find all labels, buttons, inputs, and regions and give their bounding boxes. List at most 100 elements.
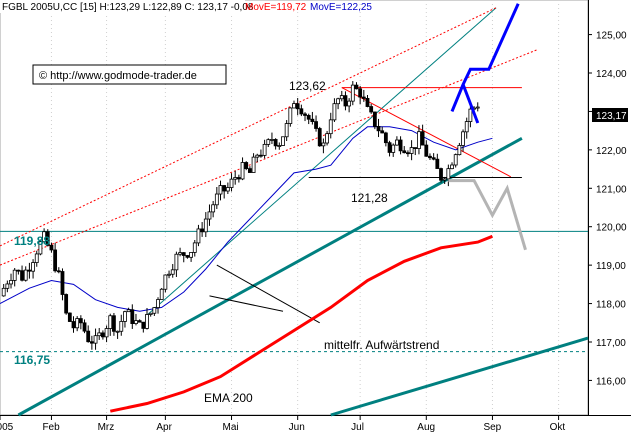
candle-body — [159, 288, 164, 300]
candle-body — [332, 103, 337, 121]
candle-body — [325, 133, 329, 144]
candle-body — [292, 103, 296, 109]
price-tick-label: 117,00 — [596, 338, 626, 349]
candle-body — [358, 88, 363, 98]
moving-average-line — [109, 234, 493, 413]
candle-body — [461, 131, 465, 146]
candle-body — [225, 187, 230, 192]
watermark-box — [32, 64, 227, 85]
candle-body — [134, 320, 138, 324]
price-tick-label: 121,00 — [596, 184, 627, 195]
candle-body — [152, 307, 157, 314]
candle-body — [394, 139, 399, 146]
candle-body — [42, 231, 46, 243]
candle-body — [108, 315, 113, 329]
time-tick-label: Jun — [289, 422, 305, 433]
candle-body — [119, 321, 124, 332]
candle-body — [93, 335, 98, 344]
candle-body — [27, 269, 32, 272]
candle-body — [82, 322, 87, 332]
trendline-pointer-1 — [216, 264, 320, 324]
high-point-label: 123,62 — [289, 79, 326, 93]
candle-body — [339, 95, 344, 100]
candle-body — [350, 84, 355, 102]
ema200-annotation: EMA 200 — [204, 391, 253, 405]
plot-area-frame — [0, 0, 589, 416]
candle-body — [211, 204, 216, 213]
candle-body — [112, 315, 116, 332]
candle-body — [38, 241, 43, 255]
candle-body — [398, 139, 403, 152]
candle-body — [288, 107, 293, 124]
level-label-116-75: 116,75 — [14, 353, 50, 367]
candle-body — [20, 270, 24, 281]
time-tick-label: Feb — [42, 422, 60, 433]
candle-body — [178, 252, 182, 255]
candle-body — [450, 164, 454, 170]
trendline-pointer-2 — [209, 295, 284, 312]
candle-body — [247, 168, 252, 173]
candle-body — [196, 228, 201, 244]
candle-body — [163, 274, 168, 290]
candle-body — [255, 154, 260, 158]
candle-body — [115, 330, 120, 333]
candle-body — [380, 130, 385, 134]
candle-body — [365, 98, 370, 107]
level-layer — [0, 230, 588, 353]
price-tick-label: 125,00 — [596, 31, 627, 42]
time-tick-label: Sep — [483, 422, 501, 433]
candle-body — [185, 255, 190, 258]
candle-body — [361, 96, 366, 99]
candle-body — [71, 321, 76, 329]
candle-body — [387, 142, 392, 153]
candle-body — [442, 178, 447, 181]
candle-body — [281, 136, 285, 146]
candle-body — [207, 211, 212, 220]
candle-body — [259, 154, 263, 157]
candlestick-layer — [1, 81, 480, 350]
candle-body — [67, 312, 72, 322]
candle-body — [16, 269, 21, 272]
time-tick-label: Mai — [223, 422, 239, 433]
price-tick-label: 116,00 — [596, 376, 626, 387]
candle-body — [34, 253, 39, 263]
candle-body — [240, 162, 245, 180]
candle-body — [148, 312, 153, 315]
trendline-long-term-support — [330, 336, 589, 417]
candle-body — [222, 185, 227, 192]
candle-body — [141, 321, 146, 329]
candle-body — [56, 270, 61, 273]
candle-body — [475, 106, 480, 109]
candle-body — [347, 100, 352, 107]
projection-bear-path — [448, 179, 527, 251]
candle-body — [372, 111, 377, 127]
candle-body — [420, 131, 425, 146]
candle-body — [303, 113, 307, 116]
candle-body — [453, 154, 458, 166]
candle-body — [145, 314, 149, 329]
candle-body — [45, 231, 50, 246]
price-tick-label: 118,00 — [596, 300, 626, 311]
candle-body — [284, 123, 289, 138]
trendline-main-support — [17, 136, 523, 417]
level-label-119-88: 119,88 — [14, 234, 50, 248]
candle-body — [383, 132, 388, 144]
trendline-layer — [0, 7, 589, 417]
candle-body — [306, 115, 311, 120]
candle-body — [354, 84, 359, 90]
candle-body — [431, 157, 436, 160]
candle-body — [104, 328, 109, 338]
time-tick-label: Aug — [417, 422, 435, 433]
time-tick-labels: 2005 Feb Mrz Apr Mai Jun Jul Aug Sep Okt — [0, 415, 565, 433]
candle-body — [130, 309, 135, 324]
moving-average-line — [0, 126, 493, 312]
candle-body — [189, 252, 194, 258]
candle-body — [1, 287, 6, 297]
candle-body — [97, 332, 102, 337]
candle-body — [273, 139, 278, 147]
candle-body — [31, 262, 35, 272]
watermark-text: © http://www.godmode-trader.de — [39, 70, 197, 82]
candle-body — [417, 131, 421, 149]
